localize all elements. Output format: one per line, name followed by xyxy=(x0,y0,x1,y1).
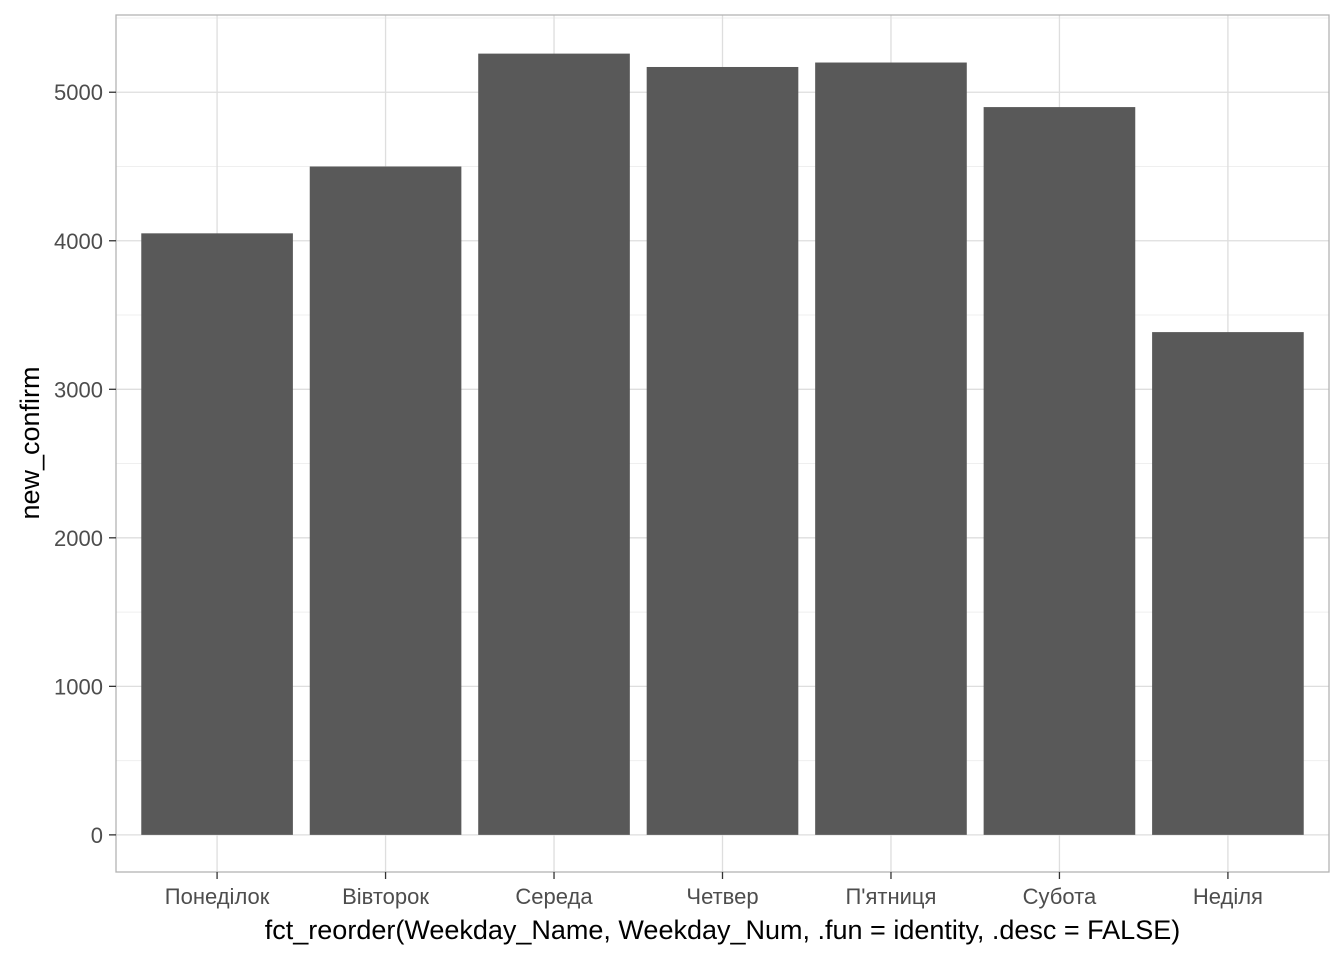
x-tick-label: Понеділок xyxy=(165,884,270,909)
bar xyxy=(815,62,967,835)
x-tick-label: Субота xyxy=(1023,884,1097,909)
x-tick-label: П'ятниця xyxy=(845,884,936,909)
bar xyxy=(983,107,1136,835)
bar xyxy=(141,233,293,835)
bars xyxy=(141,53,1304,835)
bar xyxy=(646,66,799,835)
y-tick-label: 1000 xyxy=(54,674,103,699)
x-axis-title: fct_reorder(Weekday_Name, Weekday_Num, .… xyxy=(265,915,1180,945)
y-tick-label: 3000 xyxy=(54,377,103,402)
y-tick-label: 2000 xyxy=(54,526,103,551)
y-axis-title: new_confirm xyxy=(15,366,45,519)
y-tick-label: 5000 xyxy=(54,80,103,105)
y-tick-label: 4000 xyxy=(54,229,103,254)
x-tick-label: Середа xyxy=(515,884,593,909)
y-axis-ticks: 0 1000 2000 3000 4000 5000 xyxy=(54,80,116,848)
x-tick-label: Вівторок xyxy=(342,884,429,909)
x-axis-ticks: Понеділок Вівторок Середа Четвер П'ятниця Суб… xyxy=(165,872,1263,909)
bar xyxy=(1152,332,1304,835)
x-tick-label: Четвер xyxy=(686,884,758,909)
bar xyxy=(478,53,630,835)
x-tick-label: Неділя xyxy=(1193,884,1263,909)
bar xyxy=(309,166,462,835)
y-tick-label: 0 xyxy=(91,823,103,848)
